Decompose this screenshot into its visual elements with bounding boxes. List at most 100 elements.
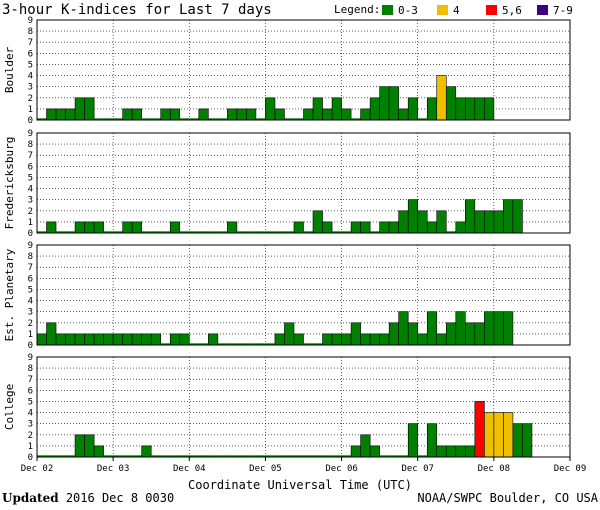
x-tick-label: Dec 06 [325, 464, 358, 474]
bar [122, 108, 133, 121]
y-tick-label: 8 [28, 27, 33, 37]
plot-frame [36, 19, 571, 121]
bar [65, 108, 76, 121]
bar [369, 445, 380, 458]
y-tick-label: 5 [28, 60, 33, 70]
bar [198, 108, 209, 121]
bar [169, 221, 181, 234]
bar [388, 322, 399, 346]
bar [274, 333, 285, 346]
bar [112, 333, 123, 346]
legend-label: 7-9 [553, 4, 573, 17]
y-tick-label: 8 [28, 252, 33, 262]
bar [227, 221, 238, 234]
bar [417, 210, 428, 234]
bar [274, 108, 285, 121]
bar [36, 333, 47, 346]
x-tick-label: Dec 04 [173, 464, 206, 474]
y-tick-label: 9 [28, 16, 33, 26]
bar [169, 333, 181, 346]
bar [303, 108, 314, 121]
legend-swatch [537, 5, 548, 15]
bar [341, 108, 352, 121]
bar [503, 311, 514, 346]
bar [455, 311, 466, 346]
y-tick-label: 8 [28, 364, 33, 374]
chart-title: 3-hour K-indices for Last 7 days [2, 2, 272, 18]
bar [445, 322, 457, 346]
bar [503, 412, 514, 458]
bar [360, 333, 371, 346]
bar [398, 210, 409, 234]
bar [484, 311, 495, 346]
bar [141, 445, 152, 458]
y-tick-label: 6 [28, 162, 33, 172]
bar [398, 311, 409, 346]
bar [369, 333, 380, 346]
plot-frame [36, 244, 571, 346]
bar [55, 333, 66, 346]
x-tick-label: Dec 03 [97, 464, 130, 474]
bar [398, 108, 409, 121]
bar [84, 434, 95, 458]
bar [436, 333, 447, 346]
y-tick-label: 0 [28, 229, 33, 239]
bar [426, 97, 438, 121]
bar [522, 423, 533, 458]
bar [350, 221, 361, 234]
bar [131, 333, 142, 346]
panel-label: Boulder [3, 46, 16, 93]
updated-timestamp: 2016 Dec 8 0030 [65, 491, 175, 505]
y-tick-label: 9 [28, 353, 33, 363]
y-tick-label: 1 [28, 105, 33, 115]
bar [407, 322, 419, 346]
bar [493, 311, 504, 346]
bar [122, 221, 133, 234]
y-tick-label: 1 [28, 330, 33, 340]
bar [84, 333, 95, 346]
bar [265, 97, 276, 121]
footer-updated: Updated 2016 Dec 8 0030 [2, 491, 174, 505]
y-tick-label: 7 [28, 375, 33, 385]
bar [350, 445, 361, 458]
bar [436, 210, 447, 234]
bar [312, 210, 323, 234]
bar [426, 221, 438, 234]
y-tick-label: 2 [28, 319, 33, 329]
y-tick-label: 6 [28, 49, 33, 59]
bar [169, 108, 181, 121]
y-tick-label: 9 [28, 241, 33, 251]
bar [312, 97, 323, 121]
y-tick-label: 9 [28, 129, 33, 139]
bar [74, 221, 85, 234]
bar [474, 97, 485, 121]
panel-label: College [3, 384, 16, 430]
bar [360, 221, 371, 234]
legend-label: 0-3 [398, 4, 418, 17]
legend-label: 4 [453, 4, 460, 17]
y-tick-label: 5 [28, 173, 33, 183]
bar [236, 108, 247, 121]
bar [65, 333, 76, 346]
bar [484, 210, 495, 234]
y-tick-label: 4 [28, 409, 33, 419]
x-axis: Dec 02 Dec 03 Dec 04 Dec 05 Dec 06 Dec 07 Dec … [21, 457, 586, 474]
bar [322, 333, 333, 346]
y-tick-label: 5 [28, 285, 33, 295]
y-tick-label: 4 [28, 297, 33, 307]
bar [493, 412, 504, 458]
bar [246, 108, 257, 121]
bar [445, 86, 457, 121]
y-tick-label: 4 [28, 185, 33, 195]
y-tick-label: 3 [28, 308, 33, 318]
bar [465, 445, 476, 458]
bar [465, 199, 476, 234]
bar [445, 445, 457, 458]
bar [208, 333, 219, 346]
y-tick-label: 3 [28, 420, 33, 430]
y-tick-label: 8 [28, 140, 33, 150]
bar [131, 221, 142, 234]
